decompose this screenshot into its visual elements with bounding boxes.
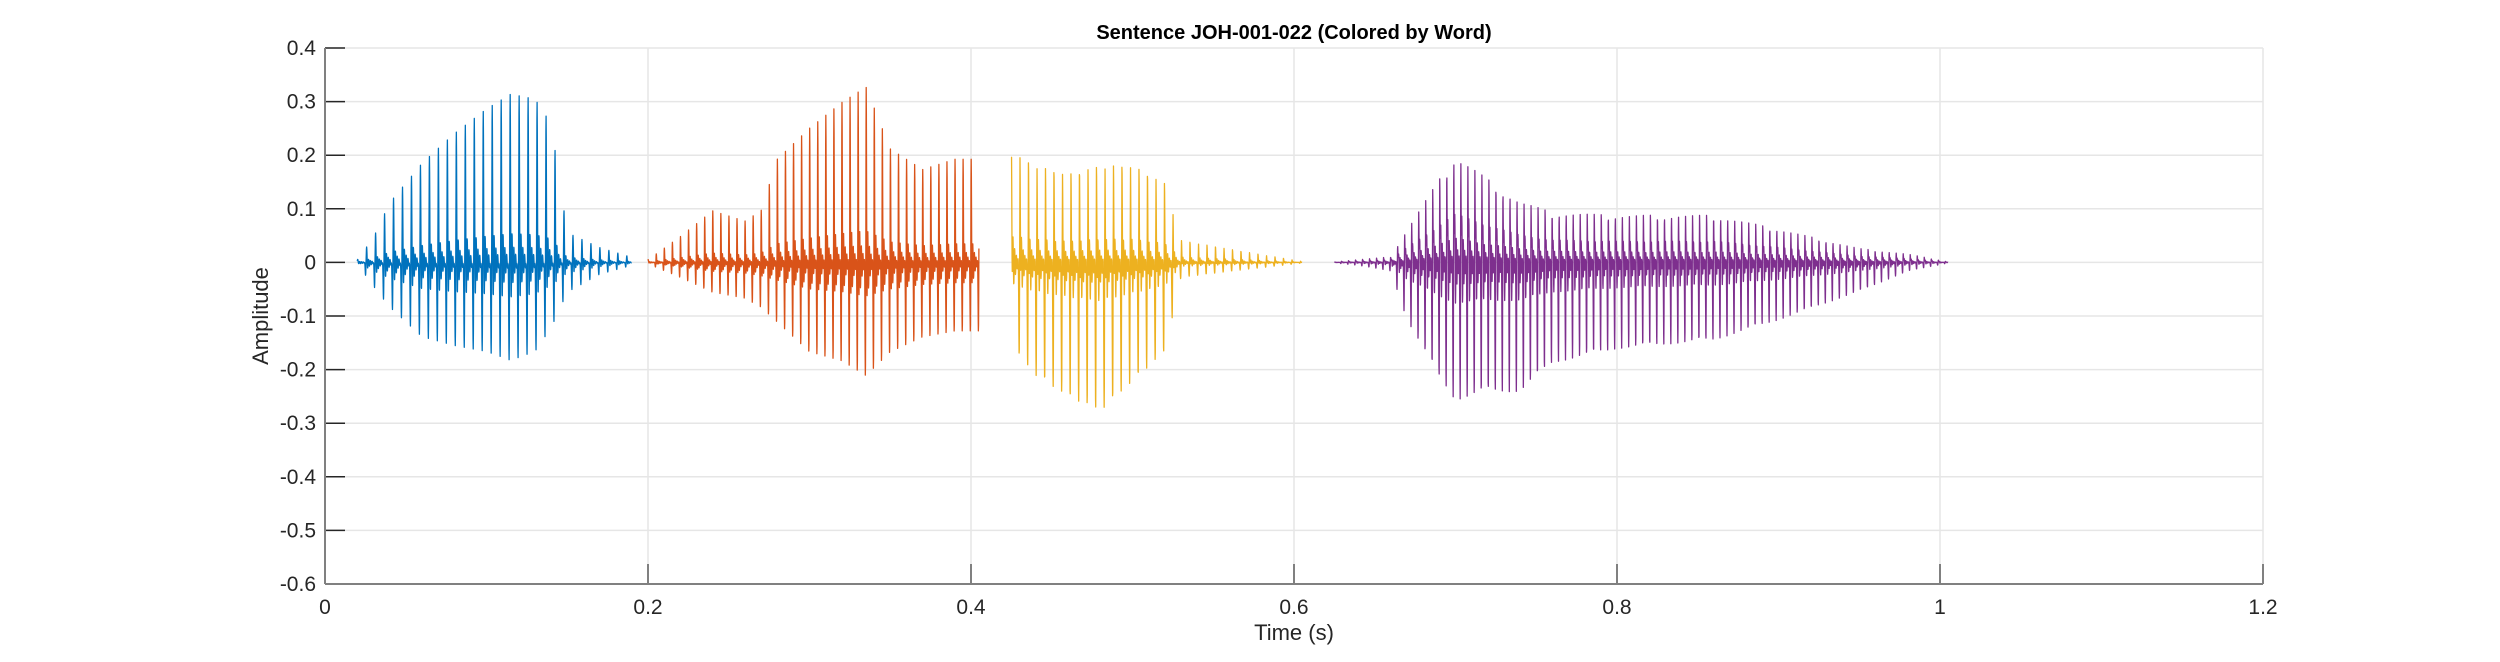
waveform-word-4 bbox=[1333, 163, 1949, 400]
y-tick-label: 0.4 bbox=[287, 37, 317, 60]
y-tick-label: -0.1 bbox=[280, 305, 316, 328]
y-tick-label: -0.6 bbox=[280, 573, 316, 596]
axes: 0 0.2 0.4 0.6 0.8 1 1.2 0.4 0.3 0.2 0.1 0 -0.1 -0.2 -0… bbox=[280, 37, 2278, 619]
x-axis-label: Time (s) bbox=[1254, 620, 1334, 645]
waveform-word-3 bbox=[1010, 156, 1303, 408]
grid bbox=[324, 47, 2264, 585]
x-tick-label: 0.6 bbox=[1279, 596, 1308, 619]
chart-title: Sentence JOH-001-022 (Colored by Word) bbox=[1096, 22, 1491, 44]
y-tick-label: 0.1 bbox=[287, 198, 316, 221]
y-tick-label: -0.3 bbox=[280, 412, 316, 435]
x-tick-label: 0.4 bbox=[956, 596, 986, 619]
waveform-series bbox=[356, 86, 1949, 408]
x-tick-label: 0.2 bbox=[633, 596, 662, 619]
waveform-word-1 bbox=[356, 93, 633, 361]
y-tick-label: 0.2 bbox=[287, 144, 316, 167]
x-tick-label: 1 bbox=[1934, 596, 1946, 619]
x-tick-label: 0 bbox=[319, 596, 331, 619]
waveform-word-2 bbox=[647, 86, 980, 376]
y-tick-label: 0 bbox=[304, 251, 316, 274]
y-tick-label: -0.2 bbox=[280, 359, 316, 382]
x-tick-label: 1.2 bbox=[2248, 596, 2277, 619]
y-axis-label: Amplitude bbox=[248, 267, 273, 365]
x-tick-label: 0.8 bbox=[1602, 596, 1631, 619]
y-tick-label: 0.3 bbox=[287, 91, 316, 114]
y-tick-label: -0.4 bbox=[280, 466, 317, 489]
y-tick-label: -0.5 bbox=[280, 519, 316, 542]
